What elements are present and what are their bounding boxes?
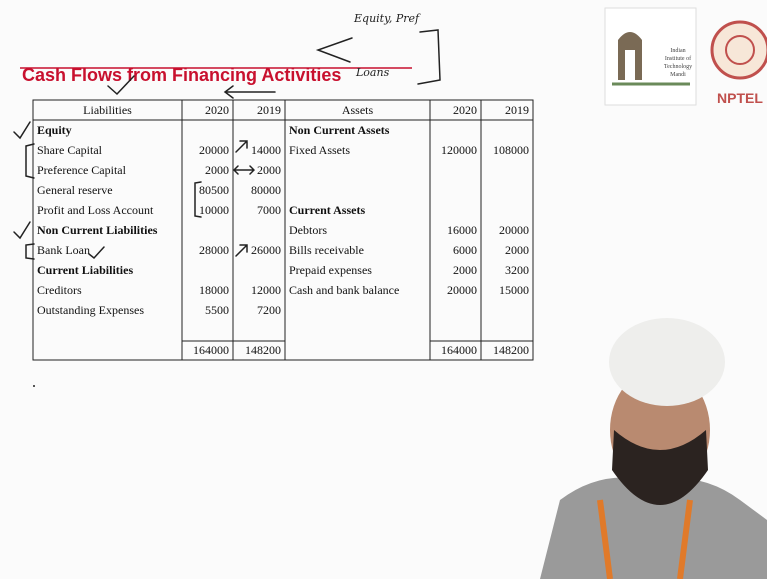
nptel-logo: NPTEL bbox=[710, 20, 767, 106]
amount-cell: 108000 bbox=[493, 143, 529, 157]
ink-dot bbox=[33, 385, 35, 387]
item-cell: Outstanding Expenses bbox=[37, 303, 144, 317]
ink-arrow bbox=[235, 140, 248, 153]
ink-bracket bbox=[25, 143, 35, 179]
amount-cell: 10000 bbox=[199, 203, 229, 217]
nptel-text: NPTEL bbox=[717, 90, 763, 106]
item-cell: Equity bbox=[37, 123, 72, 137]
ink-equity-pref: Equity, Pref bbox=[353, 12, 421, 25]
column-header: Assets bbox=[342, 103, 374, 117]
total-cell: 164000 bbox=[441, 343, 477, 357]
iit-mandi-logo: Indian Institute of Technology Mandi bbox=[604, 7, 697, 106]
amount-cell: 26000 bbox=[251, 243, 281, 257]
ink-arrow bbox=[223, 85, 276, 99]
item-cell: Debtors bbox=[289, 223, 327, 237]
column-header: Liabilities bbox=[83, 103, 132, 117]
item-cell: Current Assets bbox=[289, 203, 365, 217]
item-cell: Share Capital bbox=[37, 143, 103, 157]
ink-check bbox=[88, 246, 105, 260]
amount-cell: 2000 bbox=[205, 163, 229, 177]
ink-bracket bbox=[417, 29, 441, 85]
amount-cell: 7000 bbox=[257, 203, 281, 217]
item-cell: Bills receivable bbox=[289, 243, 364, 257]
amount-cell: 15000 bbox=[499, 283, 529, 297]
ink-brace bbox=[315, 37, 353, 63]
ink-arrow bbox=[235, 244, 248, 257]
amount-cell: 3200 bbox=[505, 263, 529, 277]
item-cell: Cash and bank balance bbox=[289, 283, 399, 297]
amount-cell: 14000 bbox=[251, 143, 281, 157]
amount-cell: 28000 bbox=[199, 243, 229, 257]
amount-cell: 12000 bbox=[251, 283, 281, 297]
table-border bbox=[32, 99, 534, 361]
amount-cell: 18000 bbox=[199, 283, 229, 297]
slide-title: Cash Flows from Financing Activities bbox=[22, 65, 341, 85]
presenter bbox=[540, 318, 767, 579]
item-cell: Bank Loan bbox=[37, 243, 90, 257]
amount-cell: 120000 bbox=[441, 143, 477, 157]
item-cell: General reserve bbox=[37, 183, 113, 197]
item-cell: Fixed Assets bbox=[289, 143, 350, 157]
column-header: 2020 bbox=[453, 103, 477, 117]
item-cell: Current Liabilities bbox=[37, 263, 133, 277]
total-cell: 148200 bbox=[493, 343, 529, 357]
logo-text: Indian bbox=[670, 48, 685, 54]
amount-cell: 80000 bbox=[251, 183, 281, 197]
logo-text: Institute of bbox=[665, 55, 691, 62]
amount-cell: 20000 bbox=[447, 283, 477, 297]
amount-cell: 2000 bbox=[257, 163, 281, 177]
item-cell: Non Current Assets bbox=[289, 123, 390, 137]
total-cell: 164000 bbox=[193, 343, 229, 357]
column-header: 2020 bbox=[205, 103, 229, 117]
column-header: 2019 bbox=[505, 103, 529, 117]
ink-check bbox=[13, 121, 31, 140]
ink-check bbox=[13, 221, 31, 240]
ink-loans: Loans bbox=[355, 66, 390, 79]
logo-text: Technology bbox=[664, 64, 692, 70]
amount-cell: 5500 bbox=[205, 303, 229, 317]
column-header: 2019 bbox=[257, 103, 281, 117]
item-cell: Prepaid expenses bbox=[289, 263, 372, 277]
ink-bracket bbox=[194, 181, 202, 218]
amount-cell: 2000 bbox=[505, 243, 529, 257]
item-cell: Preference Capital bbox=[37, 163, 127, 177]
amount-cell: 20000 bbox=[199, 143, 229, 157]
amount-cell: 20000 bbox=[499, 223, 529, 237]
ink-check bbox=[107, 75, 135, 96]
ink-arrow bbox=[232, 165, 256, 175]
item-cell: Profit and Loss Account bbox=[37, 203, 154, 217]
amount-cell: 16000 bbox=[447, 223, 477, 237]
amount-cell: 6000 bbox=[453, 243, 477, 257]
amount-cell: 7200 bbox=[257, 303, 281, 317]
logo-text: Mandi bbox=[670, 72, 686, 78]
ink-bracket bbox=[25, 243, 35, 260]
item-cell: Non Current Liabilities bbox=[37, 223, 158, 237]
amount-cell: 2000 bbox=[453, 263, 477, 277]
balance-sheet: Liabilities 2020 2019 Assets 2020 2019 Equity N… bbox=[32, 99, 534, 361]
amount-cell: 80500 bbox=[199, 183, 229, 197]
total-cell: 148200 bbox=[245, 343, 281, 357]
item-cell: Creditors bbox=[37, 283, 82, 297]
